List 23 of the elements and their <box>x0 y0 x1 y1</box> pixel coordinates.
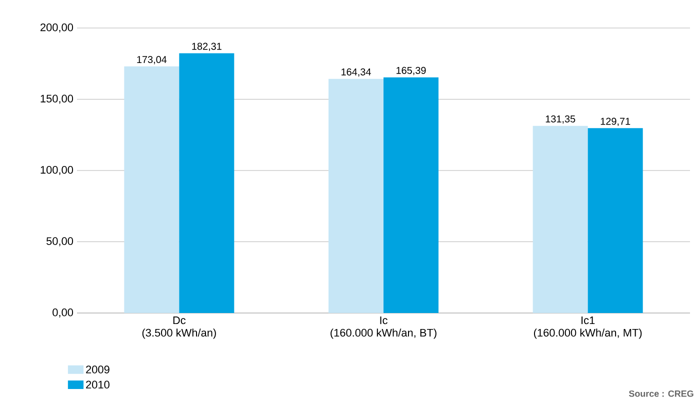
legend-label: 2009 <box>86 366 110 374</box>
source-note: Source : CREG <box>628 390 694 397</box>
bar <box>588 128 643 313</box>
data-label: 173,04 <box>137 56 167 64</box>
x-tick-label: Dc (3.500 kWh/an) <box>142 316 216 339</box>
data-label: 131,35 <box>546 115 576 124</box>
bar <box>179 53 234 313</box>
data-label: 182,31 <box>192 42 222 52</box>
bar <box>328 78 384 313</box>
bar <box>384 77 439 313</box>
x-tick-label: Ic (160.000 kWh/an, BT) <box>330 316 436 339</box>
data-label: 165,39 <box>396 66 426 76</box>
legend-label: 2010 <box>86 380 110 389</box>
data-label: 129,71 <box>600 118 630 126</box>
bar <box>532 126 588 313</box>
bar <box>124 66 180 313</box>
y-tick-label: 100,00 <box>40 166 74 176</box>
y-tick-label: 0,00 <box>52 308 74 318</box>
x-tick-label: Ic1 (160.000 kWh/an, MT) <box>534 316 642 339</box>
y-tick-label: 150,00 <box>40 94 74 104</box>
data-label: 164,34 <box>342 68 371 77</box>
y-tick-label: 200,00 <box>40 23 74 33</box>
y-tick-label: 50,00 <box>46 237 74 246</box>
